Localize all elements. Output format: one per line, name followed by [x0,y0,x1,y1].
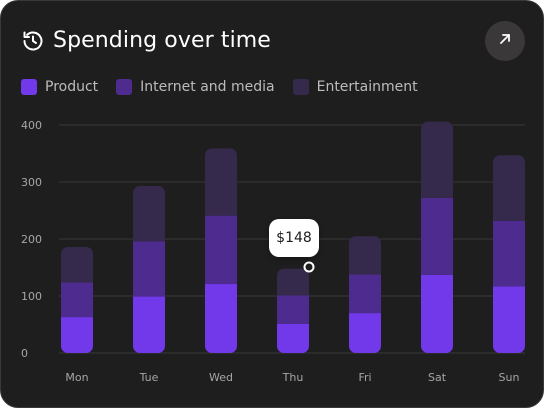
bar-stack-wed[interactable] [205,148,237,353]
bar-stack-sat[interactable] [421,121,453,353]
x-tick-label-sat: Sat [428,371,447,384]
chart-legend: Product Internet and media Entertainment [21,79,436,95]
bar-segment-mon-internet-and-media[interactable] [61,282,93,318]
legend-item-product[interactable]: Product [21,79,98,95]
legend-label-internet-and-media: Internet and media [140,79,275,95]
x-tick-label-sun: Sun [499,371,520,384]
y-tick-label-300: 300 [21,176,42,189]
bar-segment-tue-product[interactable] [133,296,165,353]
bar-segment-sun-internet-and-media[interactable] [493,220,525,287]
bar-segment-thu-entertainment[interactable] [277,268,309,296]
x-tick-label-thu: Thu [282,371,304,384]
bar-segment-sun-product[interactable] [493,286,525,353]
bar-segment-sun-entertainment[interactable] [493,155,525,221]
y-tick-label-200: 200 [21,233,42,246]
expand-button[interactable] [485,21,525,61]
value-tooltip: $148 [269,219,319,257]
bar-segment-sat-product[interactable] [421,274,453,353]
legend-swatch-entertainment [292,79,309,95]
bar-stack-thu[interactable] [277,268,309,353]
bar-segment-fri-entertainment[interactable] [349,236,381,275]
bar-segment-fri-product[interactable] [349,313,381,353]
bar-segment-thu-product[interactable] [277,323,309,353]
chart-title: Spending over time [53,28,271,53]
bar-segment-tue-entertainment[interactable] [133,185,165,242]
x-tick-label-tue: Tue [139,371,159,384]
bar-segment-wed-entertainment[interactable] [205,148,237,216]
x-tick-label-fri: Fri [358,371,371,384]
y-tick-label-400: 400 [21,119,42,132]
bar-segment-wed-internet-and-media[interactable] [205,215,237,285]
y-tick-label-0: 0 [21,347,28,360]
bar-stack-fri[interactable] [349,236,381,353]
legend-item-entertainment[interactable]: Entertainment [292,79,418,95]
bar-segment-mon-product[interactable] [61,317,93,353]
x-tick-label-mon: Mon [65,371,88,384]
legend-item-internet-and-media[interactable]: Internet and media [116,79,275,95]
legend-label-product: Product [45,79,99,95]
tooltip-marker [303,261,315,273]
legend-label-entertainment: Entertainment [316,79,418,95]
x-tick-label-wed: Wed [209,371,233,384]
bar-segment-mon-entertainment[interactable] [61,246,93,283]
bar-segment-sat-entertainment[interactable] [421,121,453,198]
bar-segment-thu-internet-and-media[interactable] [277,295,309,324]
bar-segment-sat-internet-and-media[interactable] [421,197,453,275]
legend-swatch-product [21,79,37,95]
arrow-up-right-icon [497,31,513,51]
bar-stack-tue[interactable] [133,185,165,353]
bar-segment-wed-product[interactable] [205,284,237,353]
legend-swatch-internet-and-media [116,79,133,95]
bar-segment-fri-internet-and-media[interactable] [349,274,381,314]
bar-stack-mon[interactable] [61,246,93,353]
bar-segment-tue-internet-and-media[interactable] [133,241,165,297]
history-icon [21,29,45,53]
bar-stack-sun[interactable] [493,155,525,353]
y-tick-label-100: 100 [21,290,42,303]
